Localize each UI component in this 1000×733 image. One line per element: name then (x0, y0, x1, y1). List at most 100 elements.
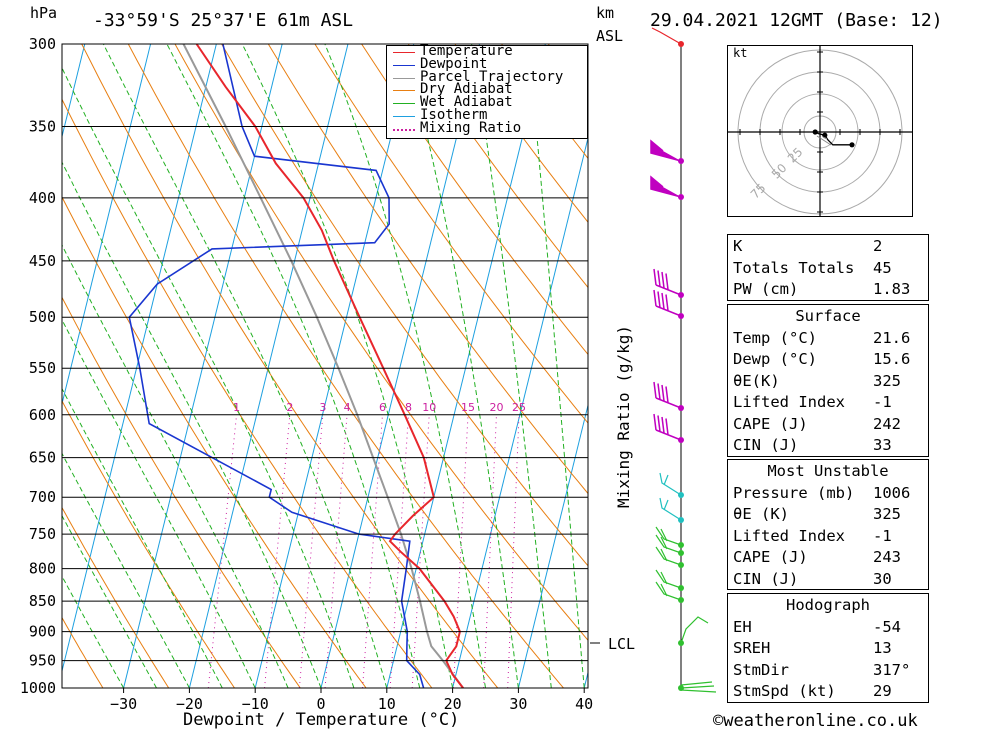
wind-barb (653, 381, 682, 409)
dry-adiabat-line (62, 506, 170, 688)
wind-level-dot (678, 437, 684, 443)
isotherm-line (583, 670, 588, 688)
parcel-trajectory-line (182, 44, 464, 688)
isotherm-line (62, 44, 152, 406)
wet-adiabat-line (62, 161, 322, 688)
row-key: Lifted Index (733, 526, 845, 545)
x-axis-title: Dewpoint / Temperature (°C) (183, 710, 460, 730)
dry-adiabat-line (361, 44, 588, 356)
row-key: PW (cm) (733, 280, 799, 298)
plot-frame (61, 43, 589, 689)
pressure-tick-label: 400 (29, 189, 56, 207)
x-tick-label: 40 (575, 695, 593, 713)
wet-adiabat-line (471, 44, 552, 688)
x-tick-label: 10 (378, 695, 396, 713)
wind-level-dot (678, 542, 684, 548)
row-key: CIN (J) (733, 436, 799, 454)
row-key: Dewp (°C) (733, 350, 817, 368)
table-row: CAPE (J) 243 (728, 546, 928, 568)
mixing-ratio-axis-title: Mixing Ratio (g/kg) (614, 324, 633, 508)
hodograph-point (812, 129, 818, 135)
dry-adiabat-line (314, 44, 588, 424)
table-row: SREH 13 (728, 637, 928, 659)
mixing-ratio-tick-label: 1 (233, 401, 240, 414)
wet-adiabat-line (403, 44, 519, 688)
dry-adiabat-line (62, 616, 104, 688)
wind-level-dot (678, 562, 684, 568)
mixing-ratio-tick-label: 20 (489, 401, 503, 414)
row-value: 21.6 (873, 328, 911, 347)
mixing-ratio-line (264, 414, 291, 688)
legend-swatch (393, 103, 415, 105)
legend-swatch (393, 64, 415, 66)
x-tick-label: 20 (444, 695, 462, 713)
wind-barb (651, 27, 682, 45)
mixing-ratio-tick-label: 15 (461, 401, 475, 414)
wind-barb (653, 268, 682, 296)
wet-adiabat-line (166, 44, 421, 688)
table-row: Lifted Index -1 (728, 525, 928, 547)
isotherm-line (320, 44, 481, 688)
x-tick-label: −10 (242, 695, 269, 713)
table-row: CIN (J) 30 (728, 568, 928, 590)
row-value: -1 (873, 393, 892, 411)
datetime-title: 29.04.2021 12GMT (Base: 12) (650, 10, 943, 31)
row-key: Totals Totals (733, 258, 855, 277)
row-key: θE (K) (733, 505, 789, 523)
pressure-tick-label: 450 (29, 252, 56, 270)
mixing-ratio-line (411, 414, 430, 688)
legend-label: Mixing Ratio (420, 119, 522, 136)
wind-level-dot (678, 517, 684, 523)
wet-adiabat-line (62, 514, 157, 688)
wind-barb (653, 289, 682, 317)
table-row: Dewp (°C) 15.6 (728, 348, 928, 370)
legend-item-mixing-ratio: Mixing Ratio (387, 119, 587, 136)
pressure-tick-label: 500 (29, 308, 56, 326)
mixing-ratio-tick-label: 25 (512, 401, 526, 414)
height-unit-label: km (596, 4, 615, 22)
isotherm-line (123, 44, 283, 688)
wind-level-dot (678, 550, 684, 556)
pressure-tick-label: 1000 (20, 679, 56, 697)
legend-item-parcel: Parcel Trajectory (387, 70, 587, 85)
row-value: -54 (873, 617, 901, 636)
wind-barb (680, 616, 709, 644)
mixing-ratio-line (207, 414, 238, 688)
table-row: StmSpd (kt) 29 (728, 680, 928, 702)
wind-level-dot (678, 597, 684, 603)
isotherm-line (386, 44, 546, 688)
mixing-ratio-line (452, 414, 469, 688)
section-title: Hodograph (786, 596, 870, 614)
wind-barb (655, 569, 682, 589)
x-tick-label: 30 (509, 695, 527, 713)
row-key: Pressure (mb) (733, 483, 855, 502)
table-row: CIN (J) 33 (728, 434, 928, 456)
row-value: 325 (873, 505, 901, 523)
lcl-label: LCL (608, 635, 636, 653)
row-key: StmDir (733, 660, 789, 679)
wind-level-dot (678, 640, 684, 646)
hodograph-ring-label: 75 (748, 181, 769, 202)
legend-label: Wet Adiabat (420, 94, 513, 111)
temperature-line (195, 44, 464, 688)
wind-barb (655, 546, 682, 566)
wind-barb (659, 472, 682, 496)
mixing-ratio-line (324, 414, 348, 688)
mixing-ratio-tick-label: 8 (405, 401, 412, 414)
dewpoint-line (128, 44, 425, 688)
table-row: θE (K) 325 (728, 503, 928, 525)
legend-item-dry-adiabat: Dry Adiabat (387, 83, 587, 97)
wind-barb (659, 497, 682, 521)
isotherm-line (452, 135, 588, 688)
row-key: EH (733, 617, 752, 636)
dry-adiabat-line (407, 44, 588, 289)
hodograph-trace (814, 131, 852, 146)
isotherm-line (0, 44, 19, 688)
wind-barb-flag (650, 175, 682, 198)
row-key: SREH (733, 639, 771, 657)
row-value: -1 (873, 526, 892, 545)
table-row: Pressure (mb) 1006 (728, 482, 928, 504)
table-row: CAPE (J) 242 (728, 413, 928, 435)
hodograph-ring-label: 50 (769, 161, 790, 182)
table-row: StmDir 317° (728, 659, 928, 681)
